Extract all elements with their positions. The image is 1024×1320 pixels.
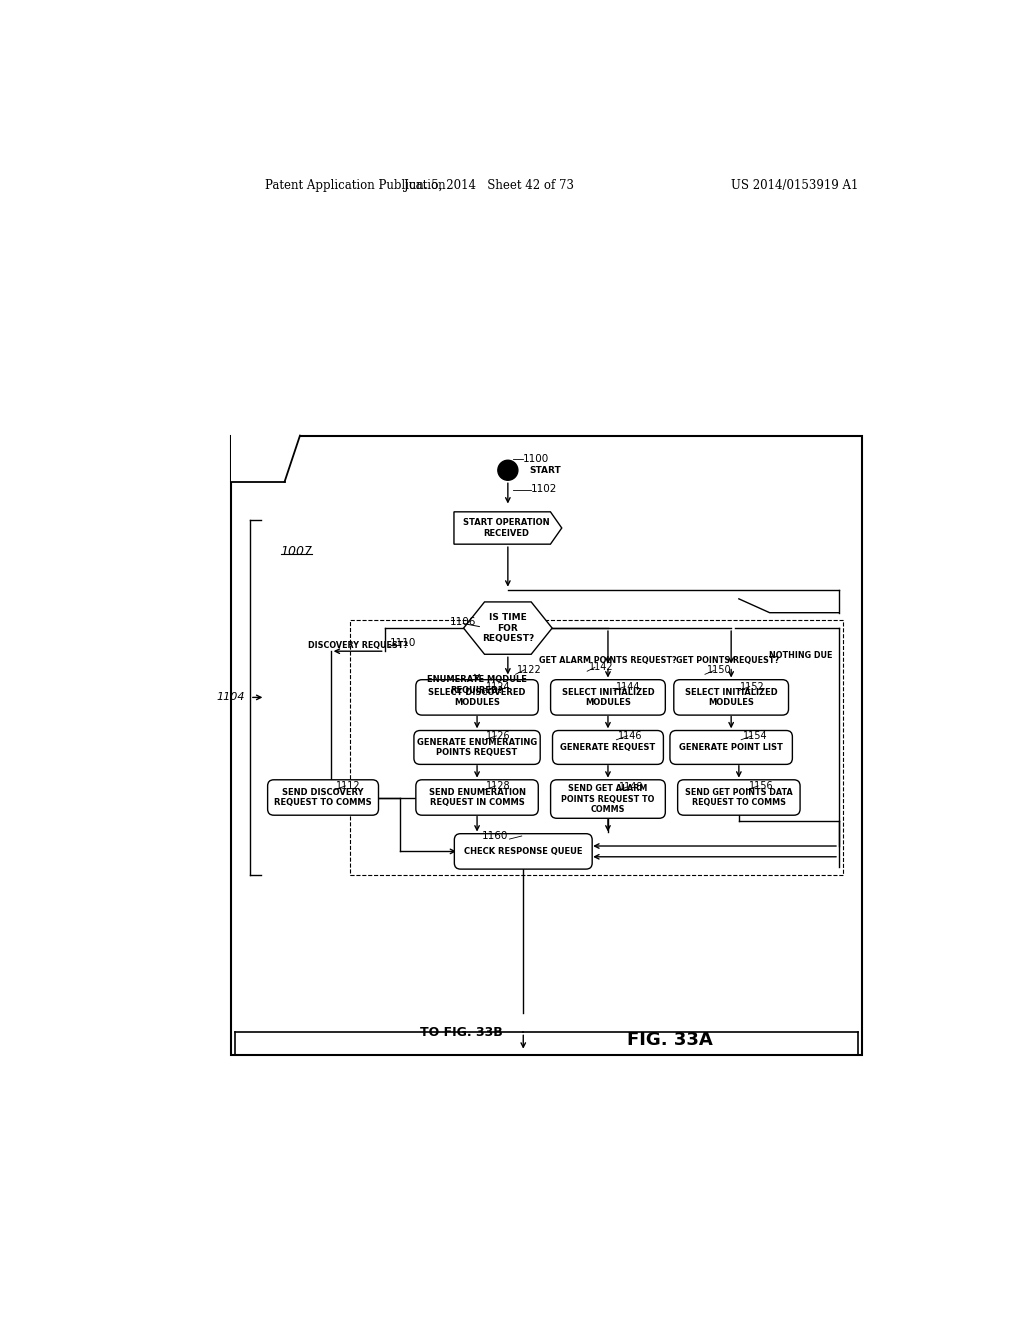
Bar bbox=[230, 436, 862, 1056]
Text: 1007: 1007 bbox=[281, 545, 312, 557]
Text: START: START bbox=[529, 466, 561, 475]
Text: 1126: 1126 bbox=[486, 731, 511, 741]
Text: 1142: 1142 bbox=[589, 663, 613, 672]
Text: GET ALARM POINTS REQUEST?: GET ALARM POINTS REQUEST? bbox=[540, 656, 677, 665]
FancyBboxPatch shape bbox=[551, 780, 666, 818]
Text: 1122: 1122 bbox=[517, 665, 542, 675]
Text: 1148: 1148 bbox=[618, 781, 643, 792]
Text: IS TIME
FOR
REQUEST?: IS TIME FOR REQUEST? bbox=[481, 614, 534, 643]
FancyBboxPatch shape bbox=[455, 834, 592, 869]
Text: GET POINTS REQUEST?: GET POINTS REQUEST? bbox=[676, 656, 779, 665]
Polygon shape bbox=[464, 602, 552, 655]
Text: 1154: 1154 bbox=[742, 731, 767, 741]
Text: SEND GET ALARM
POINTS REQUEST TO
COMMS: SEND GET ALARM POINTS REQUEST TO COMMS bbox=[561, 784, 654, 814]
FancyBboxPatch shape bbox=[267, 780, 379, 816]
Text: SELECT INITIALIZED
MODULES: SELECT INITIALIZED MODULES bbox=[561, 688, 654, 708]
Text: 1150: 1150 bbox=[707, 665, 731, 676]
Bar bbox=[230, 434, 300, 482]
Polygon shape bbox=[454, 512, 562, 544]
Circle shape bbox=[498, 461, 518, 480]
Text: Patent Application Publication: Patent Application Publication bbox=[265, 178, 445, 191]
Text: US 2014/0153919 A1: US 2014/0153919 A1 bbox=[731, 178, 858, 191]
FancyBboxPatch shape bbox=[678, 780, 800, 816]
Text: ENUMERATE MODULE
REQUIRED?: ENUMERATE MODULE REQUIRED? bbox=[427, 676, 527, 694]
Text: CHECK RESPONSE QUEUE: CHECK RESPONSE QUEUE bbox=[464, 847, 583, 855]
Text: Jun. 5, 2014   Sheet 42 of 73: Jun. 5, 2014 Sheet 42 of 73 bbox=[403, 178, 573, 191]
FancyBboxPatch shape bbox=[416, 780, 539, 816]
Text: SEND ENUMERATION
REQUEST IN COMMS: SEND ENUMERATION REQUEST IN COMMS bbox=[429, 788, 525, 808]
Text: GENERATE POINT LIST: GENERATE POINT LIST bbox=[679, 743, 783, 752]
Text: TO FIG. 33B: TO FIG. 33B bbox=[420, 1026, 503, 1039]
Text: 1124: 1124 bbox=[486, 681, 511, 692]
Text: SEND GET POINTS DATA
REQUEST TO COMMS: SEND GET POINTS DATA REQUEST TO COMMS bbox=[685, 788, 793, 808]
Text: 1104: 1104 bbox=[216, 693, 245, 702]
FancyBboxPatch shape bbox=[414, 730, 541, 764]
Text: 1112: 1112 bbox=[336, 781, 360, 791]
Text: FIG. 33A: FIG. 33A bbox=[627, 1031, 713, 1049]
FancyBboxPatch shape bbox=[674, 680, 788, 715]
Text: 1144: 1144 bbox=[615, 681, 640, 692]
FancyBboxPatch shape bbox=[670, 730, 793, 764]
FancyBboxPatch shape bbox=[551, 680, 666, 715]
Text: 1156: 1156 bbox=[749, 781, 773, 791]
Text: NOTHING DUE: NOTHING DUE bbox=[769, 651, 833, 660]
Text: SELECT INITIALIZED
MODULES: SELECT INITIALIZED MODULES bbox=[685, 688, 777, 708]
Text: 1160: 1160 bbox=[481, 832, 508, 841]
FancyBboxPatch shape bbox=[553, 730, 664, 764]
Text: 1100: 1100 bbox=[523, 454, 550, 463]
Text: SELECT DISCOVERED
MODULES: SELECT DISCOVERED MODULES bbox=[428, 688, 525, 708]
Text: 1102: 1102 bbox=[531, 484, 557, 495]
Text: GENERATE ENUMERATING
POINTS REQUEST: GENERATE ENUMERATING POINTS REQUEST bbox=[417, 738, 538, 758]
Text: 1110: 1110 bbox=[390, 638, 417, 648]
Text: 1128: 1128 bbox=[486, 781, 511, 791]
FancyBboxPatch shape bbox=[416, 680, 539, 715]
Bar bbox=[350, 620, 843, 875]
Text: 1106: 1106 bbox=[451, 616, 476, 627]
Text: 1152: 1152 bbox=[740, 681, 765, 692]
Text: START OPERATION
RECEIVED: START OPERATION RECEIVED bbox=[463, 519, 550, 537]
Text: 1146: 1146 bbox=[617, 731, 642, 741]
Text: SEND DISCOVERY
REQUEST TO COMMS: SEND DISCOVERY REQUEST TO COMMS bbox=[274, 788, 372, 808]
Text: GENERATE REQUEST: GENERATE REQUEST bbox=[560, 743, 655, 752]
Text: DISCOVERY REQUEST?: DISCOVERY REQUEST? bbox=[307, 640, 408, 649]
